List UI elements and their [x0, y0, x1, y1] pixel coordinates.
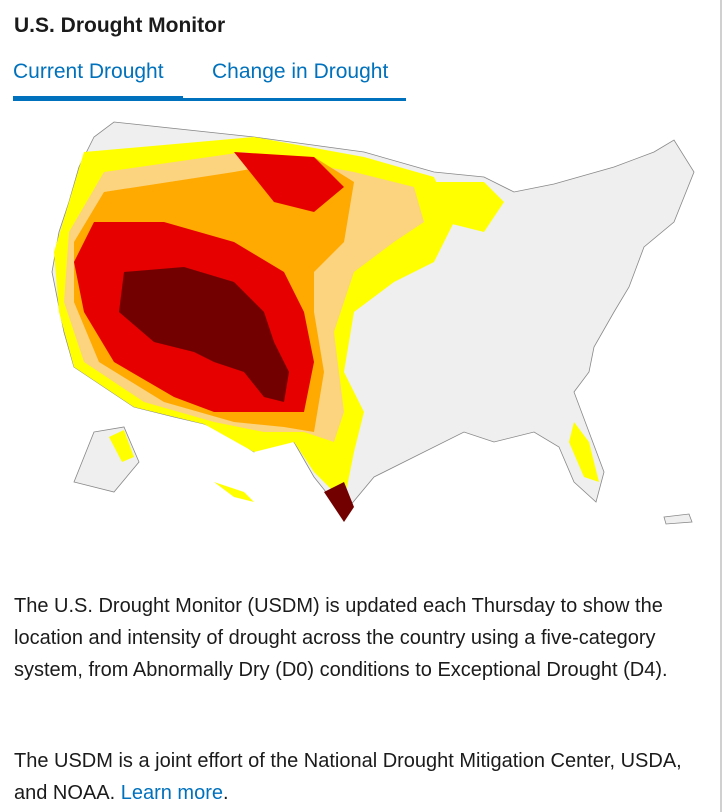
period: . — [223, 782, 229, 804]
partners-text: The USDM is a joint effort of the Nation… — [14, 750, 682, 804]
learn-more-link[interactable]: Learn more — [120, 782, 223, 804]
tab-current-drought[interactable]: Current Drought — [13, 60, 164, 83]
partners-paragraph: The USDM is a joint effort of the Nation… — [14, 745, 709, 809]
drought-tabs: Current Drought Change in Drought — [13, 60, 406, 101]
active-tab-indicator — [13, 96, 183, 101]
window-border — [720, 0, 722, 812]
page-title: U.S. Drought Monitor — [14, 14, 226, 37]
tab-change-in-drought[interactable]: Change in Drought — [212, 60, 389, 83]
description-paragraph: The U.S. Drought Monitor (USDM) is updat… — [14, 595, 668, 681]
drought-map[interactable] — [14, 112, 704, 537]
